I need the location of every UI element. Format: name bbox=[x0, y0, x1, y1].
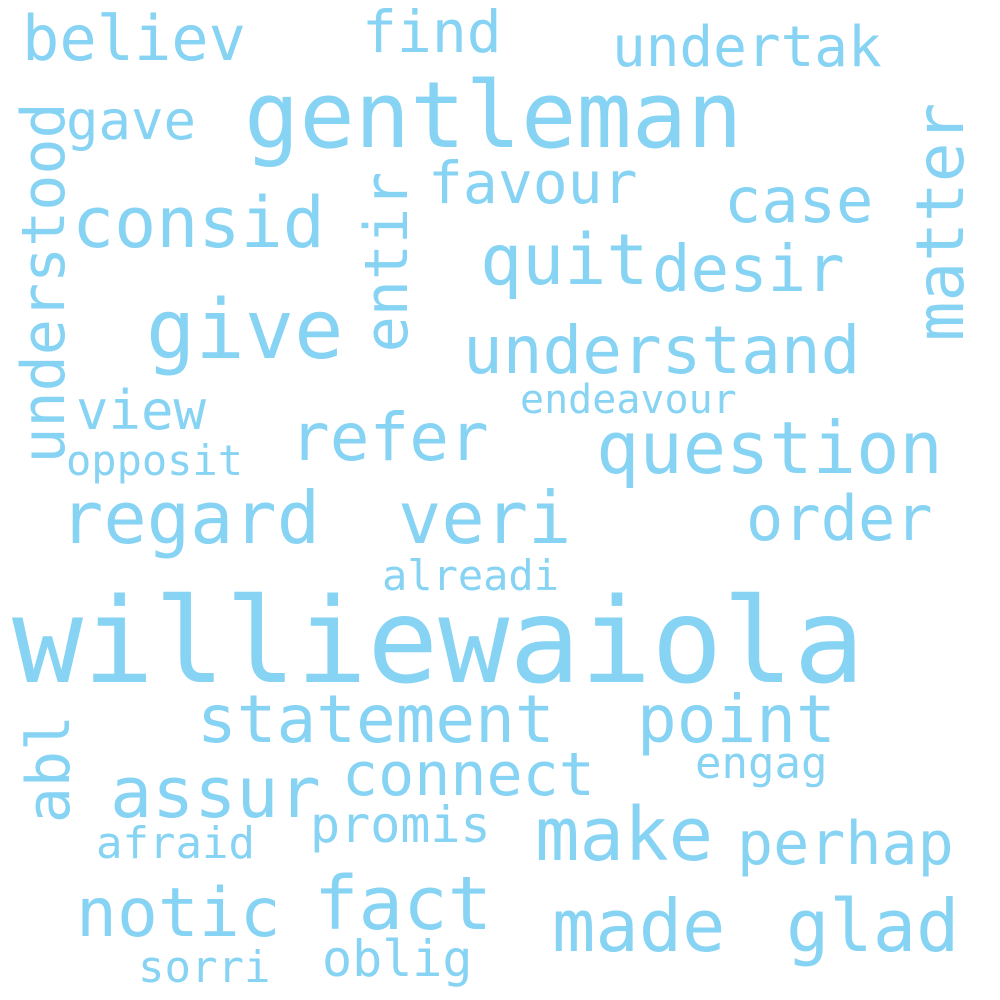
word-understood: understood bbox=[9, 102, 79, 464]
word-case: case bbox=[724, 164, 874, 237]
word-fact: fact bbox=[314, 861, 493, 947]
word-assur: assur bbox=[110, 752, 321, 834]
word-endeavour: endeavour bbox=[520, 377, 737, 423]
word-gave: gave bbox=[66, 89, 197, 152]
word-oblig: oblig bbox=[322, 930, 473, 988]
word-quit: quit bbox=[480, 219, 649, 301]
word-order: order bbox=[746, 482, 933, 555]
word-engag: engag bbox=[695, 738, 828, 789]
word-promis: promis bbox=[310, 796, 491, 854]
word-regard: regard bbox=[60, 476, 321, 560]
word-favour: favour bbox=[428, 149, 638, 217]
word-alreadi: alreadi bbox=[382, 551, 560, 600]
word-point: point bbox=[637, 681, 836, 758]
word-statement: statement bbox=[197, 681, 555, 758]
word-sorri: sorri bbox=[138, 942, 271, 993]
word-made: made bbox=[552, 884, 726, 968]
word-understand: understand bbox=[463, 312, 861, 389]
word-matter: matter bbox=[902, 102, 979, 342]
word-view: view bbox=[76, 379, 207, 442]
word-consid: consid bbox=[72, 182, 325, 264]
word-williewaiola: williewaiola bbox=[12, 572, 865, 710]
word-desir: desir bbox=[652, 233, 845, 307]
word-undertak: undertak bbox=[612, 15, 882, 80]
word-entir: entir bbox=[352, 171, 422, 353]
word-gentleman: gentleman bbox=[244, 62, 743, 169]
word-give: give bbox=[146, 283, 344, 378]
word-abl: abl bbox=[14, 714, 84, 824]
word-glad: glad bbox=[786, 884, 960, 968]
word-afraid: afraid bbox=[96, 818, 255, 869]
word-believ: believ bbox=[22, 2, 246, 75]
word-veri: veri bbox=[398, 476, 572, 560]
word-connect: connect bbox=[342, 740, 595, 810]
word-perhap: perhap bbox=[737, 809, 954, 879]
word-question: question bbox=[596, 406, 943, 490]
word-make: make bbox=[535, 792, 714, 878]
word-find: find bbox=[362, 0, 502, 66]
word-refer: refer bbox=[290, 399, 489, 476]
word-notic: notic bbox=[76, 874, 281, 953]
word-opposit: opposit bbox=[66, 436, 244, 485]
